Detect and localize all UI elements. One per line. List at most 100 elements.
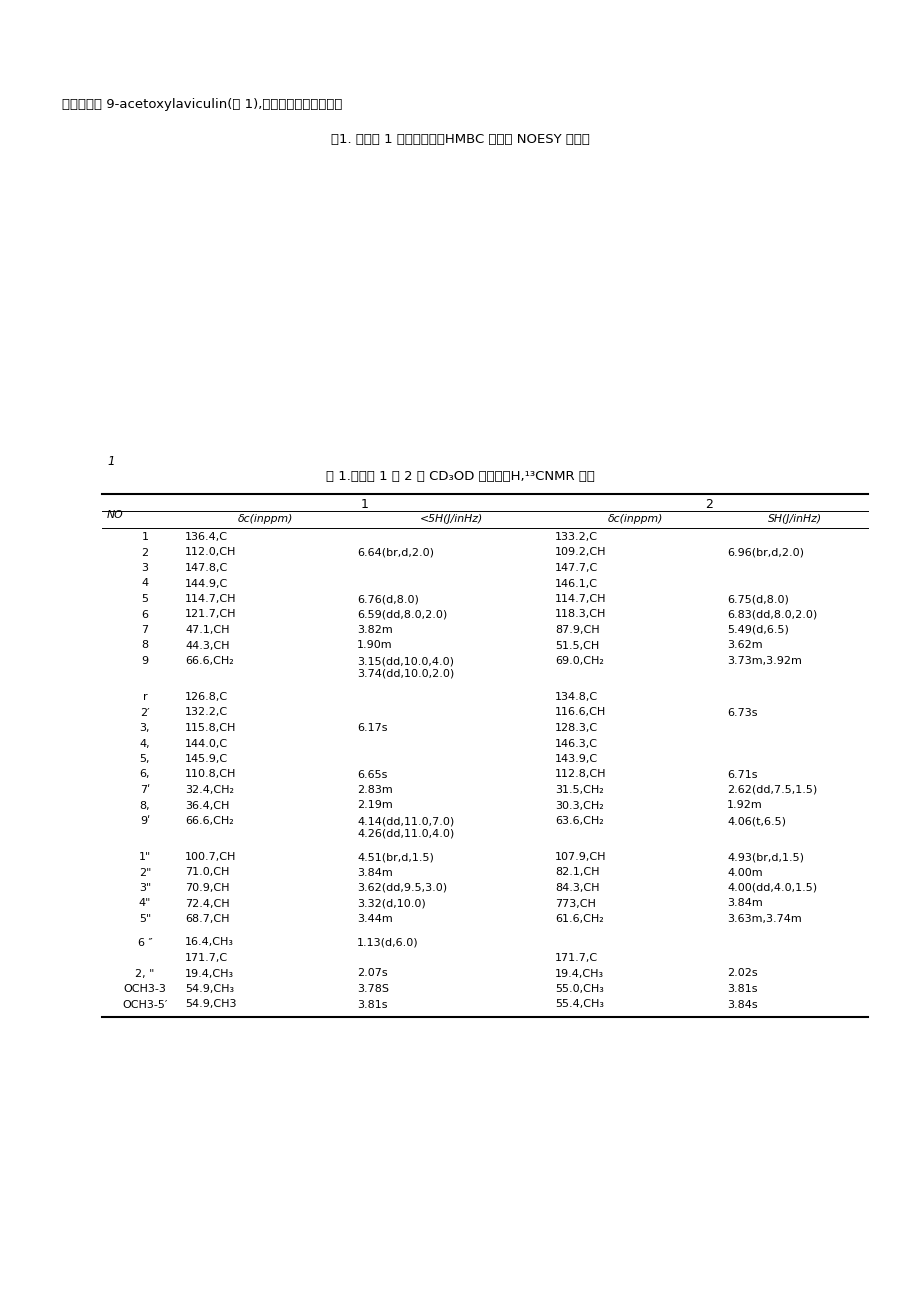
Text: 61.6,CH₂: 61.6,CH₂ [554, 915, 603, 924]
Text: 4.26(dd,11.0,4.0): 4.26(dd,11.0,4.0) [357, 829, 454, 839]
Text: 132.2,C: 132.2,C [185, 708, 228, 717]
Text: 5": 5" [139, 915, 151, 924]
Text: <5H(J/inHz): <5H(J/inHz) [419, 514, 482, 524]
Text: 9ʹ: 9ʹ [140, 816, 150, 826]
Text: 7ʹ: 7ʹ [140, 785, 150, 795]
Text: 3: 3 [142, 563, 148, 572]
Text: 4.93(br,d,1.5): 4.93(br,d,1.5) [726, 852, 803, 863]
Text: 1.90m: 1.90m [357, 640, 392, 650]
Text: 6.96(br,d,2.0): 6.96(br,d,2.0) [726, 548, 803, 558]
Text: 3.32(d,10.0): 3.32(d,10.0) [357, 899, 425, 908]
Text: 3.81s: 3.81s [726, 984, 756, 994]
Text: 107.9,CH: 107.9,CH [554, 852, 606, 863]
Text: 2′: 2′ [140, 708, 150, 717]
Text: 112.8,CH: 112.8,CH [554, 769, 606, 779]
Text: SH(J/inHz): SH(J/inHz) [767, 514, 822, 524]
Text: 9: 9 [142, 656, 148, 666]
Text: 72.4,CH: 72.4,CH [185, 899, 230, 908]
Text: 3,: 3, [140, 723, 150, 732]
Text: 134.8,C: 134.8,C [554, 692, 597, 703]
Text: 3.74(dd,10.0,2.0): 3.74(dd,10.0,2.0) [357, 669, 454, 679]
Text: 1": 1" [139, 852, 151, 863]
Text: 63.6,CH₂: 63.6,CH₂ [554, 816, 603, 826]
Text: 3.84s: 3.84s [726, 999, 757, 1010]
Text: 143.9,C: 143.9,C [554, 755, 597, 764]
Text: 3.62(dd,9.5,3.0): 3.62(dd,9.5,3.0) [357, 883, 447, 892]
Text: 6.83(dd,8.0,2.0): 6.83(dd,8.0,2.0) [726, 609, 816, 619]
Text: 7: 7 [142, 624, 148, 635]
Text: 2.62(dd,7.5,1.5): 2.62(dd,7.5,1.5) [726, 785, 816, 795]
Text: 146.1,C: 146.1,C [554, 579, 597, 588]
Text: 3.44m: 3.44m [357, 915, 392, 924]
Text: 4: 4 [142, 579, 148, 588]
Text: 2: 2 [142, 548, 148, 558]
Text: 66.6,CH₂: 66.6,CH₂ [185, 656, 233, 666]
Text: 144.0,C: 144.0,C [185, 739, 228, 748]
Text: 69.0,CH₂: 69.0,CH₂ [554, 656, 603, 666]
Text: 3.15(dd,10.0,4.0): 3.15(dd,10.0,4.0) [357, 656, 453, 666]
Text: 54.9,CH3: 54.9,CH3 [185, 999, 236, 1010]
Text: 114.7,CH: 114.7,CH [554, 595, 606, 604]
Text: 3.84m: 3.84m [357, 868, 392, 877]
Text: 171.7,C: 171.7,C [554, 954, 597, 963]
Text: 表 1.化合物 1 和 2 在 CD₃OD 溶液中的H,¹³CNMR 数据: 表 1.化合物 1 和 2 在 CD₃OD 溶液中的H,¹³CNMR 数据 [325, 470, 594, 483]
Text: 1: 1 [142, 532, 148, 543]
Text: 118.3,CH: 118.3,CH [554, 609, 606, 619]
Text: 3.84m: 3.84m [726, 899, 762, 908]
Text: 2.83m: 2.83m [357, 785, 392, 795]
Text: 133.2,C: 133.2,C [554, 532, 597, 543]
Text: 146.3,C: 146.3,C [554, 739, 597, 748]
Text: 44.3,CH: 44.3,CH [185, 640, 229, 650]
Text: 3": 3" [139, 883, 151, 892]
Text: OCH3-5′: OCH3-5′ [122, 999, 167, 1010]
Text: 55.0,CH₃: 55.0,CH₃ [554, 984, 603, 994]
Text: δc(inppm): δc(inppm) [607, 514, 663, 524]
Text: 4,: 4, [140, 739, 150, 748]
Text: 82.1,CH: 82.1,CH [554, 868, 599, 877]
Text: 2.07s: 2.07s [357, 968, 387, 978]
Text: 19.4,CH₃: 19.4,CH₃ [554, 968, 604, 978]
Text: 6,: 6, [140, 769, 150, 779]
Text: 54.9,CH₃: 54.9,CH₃ [185, 984, 233, 994]
Text: 4.00(dd,4.0,1.5): 4.00(dd,4.0,1.5) [726, 883, 816, 892]
Text: 115.8,CH: 115.8,CH [185, 723, 236, 732]
Text: 147.8,C: 147.8,C [185, 563, 228, 572]
Text: 6.65s: 6.65s [357, 769, 387, 779]
Text: 71.0,CH: 71.0,CH [185, 868, 229, 877]
Text: 3.73m,3.92m: 3.73m,3.92m [726, 656, 801, 666]
Text: 3.81s: 3.81s [357, 999, 387, 1010]
Text: 110.8,CH: 110.8,CH [185, 769, 236, 779]
Text: 4.14(dd,11.0,7.0): 4.14(dd,11.0,7.0) [357, 816, 454, 826]
Text: δc(inppm): δc(inppm) [238, 514, 293, 524]
Text: 144.9,C: 144.9,C [185, 579, 228, 588]
Text: 6.71s: 6.71s [726, 769, 756, 779]
Text: 6.64(br,d,2.0): 6.64(br,d,2.0) [357, 548, 434, 558]
Text: 图1. 化合物 1 的化学结构、HMBC 相关和 NOESY 相关图: 图1. 化合物 1 的化学结构、HMBC 相关和 NOESY 相关图 [330, 133, 589, 146]
Text: 3.62m: 3.62m [726, 640, 762, 650]
Text: 4": 4" [139, 899, 151, 908]
Text: 68.7,CH: 68.7,CH [185, 915, 229, 924]
Text: 36.4,CH: 36.4,CH [185, 800, 229, 811]
Text: 构被确定为 9-acetoxylaviculin(图 1),该化合物为新化合物。: 构被确定为 9-acetoxylaviculin(图 1),该化合物为新化合物。 [62, 98, 342, 111]
Text: 171.7,C: 171.7,C [185, 954, 228, 963]
Text: 5.49(d,6.5): 5.49(d,6.5) [726, 624, 788, 635]
Text: 4.51(br,d,1.5): 4.51(br,d,1.5) [357, 852, 434, 863]
Text: 3.63m,3.74m: 3.63m,3.74m [726, 915, 800, 924]
Text: 145.9,C: 145.9,C [185, 755, 228, 764]
Text: 112.0,CH: 112.0,CH [185, 548, 236, 558]
Text: OCH3-3: OCH3-3 [123, 984, 166, 994]
Bar [60, 147, 859, 458]
Text: 6: 6 [142, 609, 148, 619]
Text: 6.17s: 6.17s [357, 723, 387, 732]
Text: 109.2,CH: 109.2,CH [554, 548, 606, 558]
Text: 47.1,CH: 47.1,CH [185, 624, 229, 635]
Text: 84.3,CH: 84.3,CH [554, 883, 599, 892]
Text: 5: 5 [142, 595, 148, 604]
Text: 1.13(d,6.0): 1.13(d,6.0) [357, 938, 418, 947]
Text: 6.73s: 6.73s [726, 708, 756, 717]
Text: 8,: 8, [140, 800, 150, 811]
Text: 2.19m: 2.19m [357, 800, 392, 811]
Text: 32.4,CH₂: 32.4,CH₂ [185, 785, 233, 795]
Text: 136.4,C: 136.4,C [185, 532, 228, 543]
Text: 4.06(t,6.5): 4.06(t,6.5) [726, 816, 785, 826]
